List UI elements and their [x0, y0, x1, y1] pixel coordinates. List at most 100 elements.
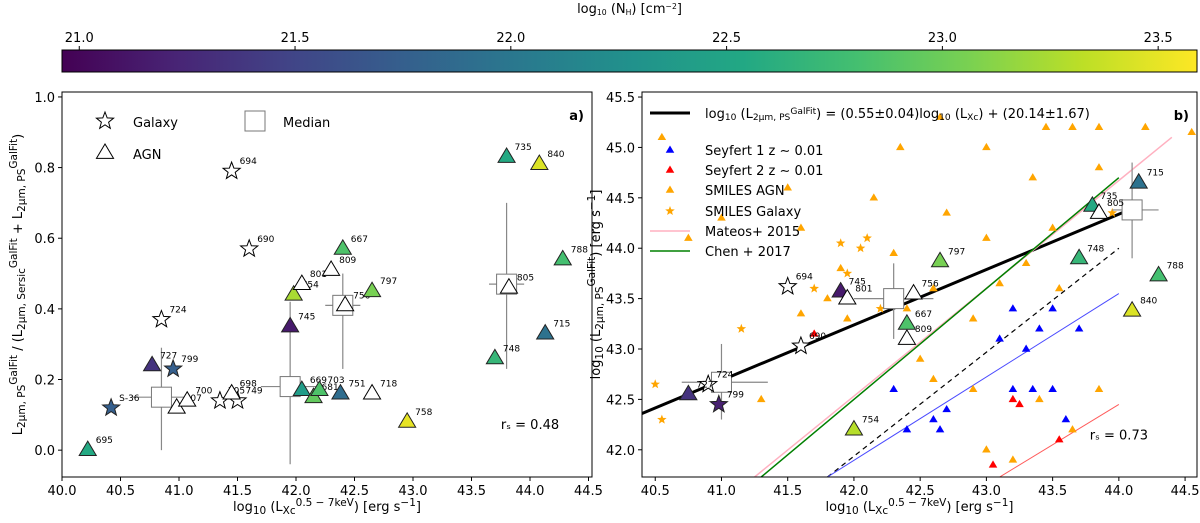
- small-triangle-marker: [935, 112, 945, 120]
- label-part: (L: [859, 500, 876, 515]
- label-part: ) [erg s: [589, 210, 604, 257]
- small-triangle-marker: [995, 278, 1004, 287]
- label-part: (L: [736, 107, 753, 122]
- star-marker: [95, 110, 115, 130]
- small-triangle-marker: [935, 425, 945, 433]
- rich-label: L2μm, PSGalFit / (L2μm, SersicGalFit + L…: [8, 134, 28, 436]
- triangle-marker: [553, 249, 573, 266]
- axes-frame: [641, 91, 1198, 478]
- star-marker: [708, 393, 729, 413]
- point-label: 724: [716, 370, 733, 380]
- triangle-marker: [292, 380, 312, 397]
- small-star-marker: [862, 233, 872, 243]
- square-marker: [1121, 199, 1143, 221]
- colorbar-tick-label: 21.0: [65, 31, 94, 46]
- label-part: GalFit: [8, 355, 20, 385]
- triangle-marker: [499, 277, 519, 294]
- point-label: 840: [547, 150, 564, 160]
- label-part: ]: [589, 190, 604, 195]
- triangle-marker: [1069, 248, 1089, 265]
- label-part: 0.5 − 7keV: [296, 497, 355, 509]
- label-part: 10: [939, 113, 951, 123]
- point-label: 703: [327, 376, 344, 386]
- triangle-marker: [309, 380, 329, 397]
- small-star-marker: [809, 283, 819, 293]
- small-triangle-marker: [1094, 122, 1104, 130]
- small-triangle-marker: [929, 284, 938, 292]
- point-label: 681: [322, 383, 339, 393]
- rich-label: log10 (L2μm, PSGalFit) [erg s−1]: [586, 190, 606, 380]
- small-triangle-marker: [796, 223, 806, 231]
- legend-label: Median: [283, 116, 330, 131]
- point-label: 694: [240, 157, 257, 167]
- colorbar-tick-label: 23.5: [1144, 31, 1173, 46]
- point-label: 690: [257, 235, 274, 245]
- point-label: 700: [195, 387, 212, 397]
- label-part: ]: [677, 2, 682, 17]
- point-label: 690: [809, 332, 826, 342]
- point-label: 797: [948, 247, 965, 257]
- y-tick-label: 43.5: [606, 293, 635, 308]
- small-triangle-marker: [796, 309, 806, 317]
- small-star-marker: [855, 243, 866, 253]
- point-label: 724: [169, 305, 186, 315]
- star-marker: [777, 276, 798, 295]
- point-label: 707: [185, 394, 202, 404]
- triangle-marker: [844, 419, 864, 436]
- x-tick-label: 40.5: [641, 484, 670, 499]
- label-part: GalFit: [586, 257, 598, 287]
- label-part: (L: [589, 329, 604, 346]
- star-marker: [151, 309, 172, 328]
- star-marker: [163, 358, 184, 378]
- label-part: 10: [725, 113, 737, 123]
- y-tick-label: 42.5: [606, 393, 635, 408]
- small-triangle-marker: [823, 294, 832, 302]
- point-label: 805: [1107, 199, 1124, 209]
- small-triangle-marker: [988, 460, 998, 468]
- label-part: 0.5 − 7keV: [888, 497, 947, 509]
- x-tick-label: 44.0: [1104, 484, 1133, 499]
- small-triangle-marker: [982, 142, 991, 151]
- triangle-marker: [535, 323, 555, 340]
- point-label: 788: [1167, 261, 1184, 271]
- legend-label: Seyfert 2 z ∼ 0.01: [705, 164, 823, 179]
- small-triangle-marker: [1021, 258, 1031, 267]
- x-tick-label: 42.0: [282, 484, 311, 499]
- point-label: 788: [571, 245, 588, 255]
- point-label: 749: [245, 387, 262, 397]
- y-tick-label: 1.0: [34, 91, 55, 106]
- small-triangle-marker: [1061, 415, 1071, 423]
- point-label: 715: [1147, 169, 1164, 179]
- label-part: GalFit: [790, 107, 816, 117]
- label-part: −1: [400, 497, 415, 509]
- point-label: 754: [302, 281, 319, 291]
- colorbar-tick-label: 22.5: [712, 31, 741, 46]
- fit-line: [760, 177, 1120, 477]
- small-triangle-marker: [1008, 304, 1018, 312]
- x-tick-label: 43.0: [399, 484, 428, 499]
- x-tick-label: 44.5: [574, 484, 603, 499]
- label-part: (L: [951, 107, 968, 122]
- colorbar-tick-label: 22.0: [496, 31, 525, 46]
- point-label: 727: [696, 380, 713, 390]
- small-triangle-marker: [1028, 384, 1038, 393]
- triangle-marker: [331, 383, 350, 400]
- x-tick-label: 40.0: [48, 484, 77, 499]
- label-part: log: [589, 360, 604, 380]
- small-star-marker: [1107, 207, 1117, 217]
- label-part: ) [cm: [631, 2, 665, 17]
- star-marker: [221, 160, 242, 180]
- small-triangle-marker: [1028, 173, 1038, 181]
- small-triangle-marker: [665, 145, 675, 153]
- label-part: log: [577, 2, 597, 17]
- label-part: ) [erg s: [354, 500, 401, 515]
- annotation: rₛ = 0.73: [1090, 429, 1148, 444]
- legend-label: SMILES Galaxy: [705, 205, 801, 220]
- label-part: Xc: [875, 505, 888, 517]
- label-part: 10: [594, 346, 606, 359]
- small-triangle-marker: [1008, 455, 1018, 463]
- point-label: 748: [503, 344, 520, 354]
- label-part: ): [11, 134, 26, 139]
- y-tick-label: 43.0: [606, 343, 635, 358]
